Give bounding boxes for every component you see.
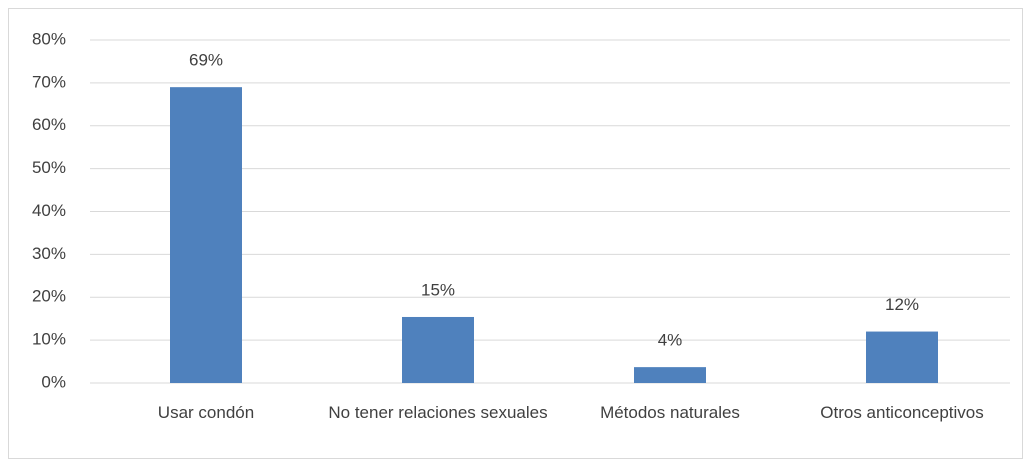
y-tick-label: 80% <box>32 29 66 48</box>
data-label: 12% <box>885 295 919 314</box>
y-tick-label: 30% <box>32 244 66 263</box>
y-tick-label: 50% <box>32 158 66 177</box>
y-tick-label: 40% <box>32 201 66 220</box>
data-label: 4% <box>658 331 683 350</box>
bar <box>402 316 474 383</box>
y-tick-label: 60% <box>32 115 66 134</box>
bar <box>170 87 242 383</box>
data-label: 69% <box>189 51 223 70</box>
x-tick-label: Métodos naturales <box>600 403 740 422</box>
y-tick-label: 20% <box>32 287 66 306</box>
x-tick-label: No tener relaciones sexuales <box>328 403 548 422</box>
bar <box>866 331 938 383</box>
y-tick-label: 0% <box>41 372 66 391</box>
x-tick-label: Otros anticonceptivos <box>820 403 984 422</box>
y-tick-label: 10% <box>32 330 66 349</box>
y-tick-label: 70% <box>32 72 66 91</box>
data-label: 15% <box>421 280 455 299</box>
chart-border <box>8 8 1023 459</box>
x-tick-label: Usar condón <box>157 403 255 422</box>
bar <box>634 367 706 383</box>
